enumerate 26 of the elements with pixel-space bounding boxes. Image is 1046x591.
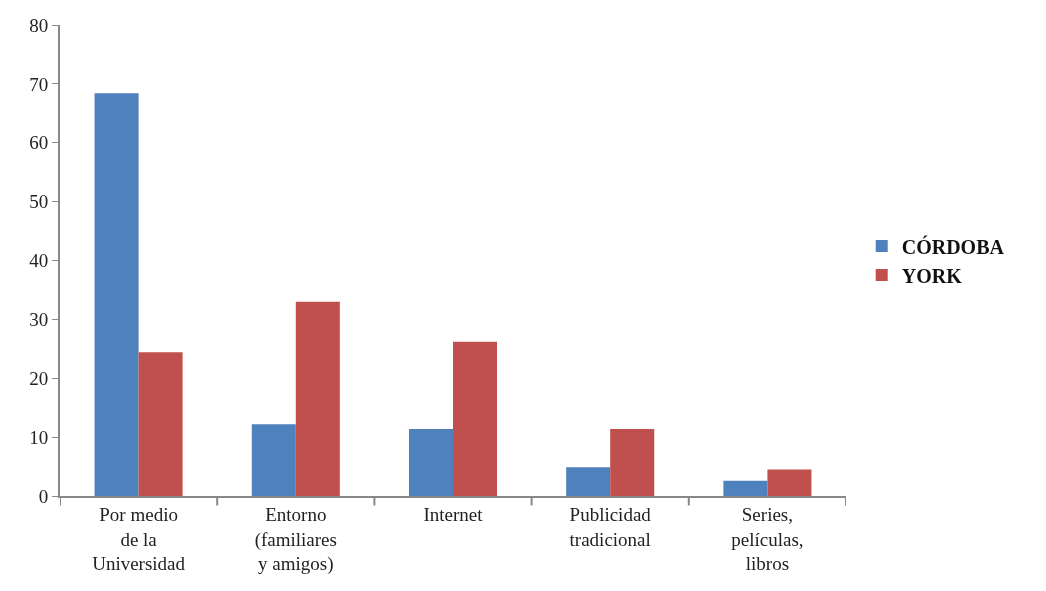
bar bbox=[767, 469, 812, 496]
y-tick-label: 70 bbox=[29, 73, 49, 95]
x-tick-label: Por medio de la Universidad bbox=[92, 503, 186, 575]
bar bbox=[453, 341, 498, 496]
bar bbox=[408, 428, 453, 496]
x-tick-label: Entorno (familiares y amigos) bbox=[254, 503, 337, 576]
x-tick-label: Publicidad tradicional bbox=[569, 503, 652, 550]
bar bbox=[138, 352, 183, 496]
y-tick-label: 10 bbox=[29, 426, 49, 448]
bar bbox=[723, 480, 768, 496]
legend-label: YORK bbox=[901, 264, 963, 287]
bar bbox=[566, 467, 611, 496]
bar bbox=[94, 93, 139, 496]
y-tick-label: 50 bbox=[29, 191, 49, 213]
y-tick-label: 40 bbox=[29, 250, 49, 272]
bar bbox=[251, 424, 296, 496]
y-tick-label: 80 bbox=[29, 14, 49, 36]
y-tick-label: 60 bbox=[29, 132, 49, 154]
bar bbox=[610, 428, 655, 496]
y-tick-label: 30 bbox=[29, 309, 49, 331]
y-tick-label: 20 bbox=[29, 367, 49, 389]
bar bbox=[295, 301, 340, 496]
x-tick-label: Internet bbox=[423, 503, 484, 525]
x-tick-label: Series, películas, libros bbox=[731, 503, 804, 575]
y-tick-label: 0 bbox=[38, 485, 49, 507]
legend-label: CÓRDOBA bbox=[901, 234, 1005, 258]
